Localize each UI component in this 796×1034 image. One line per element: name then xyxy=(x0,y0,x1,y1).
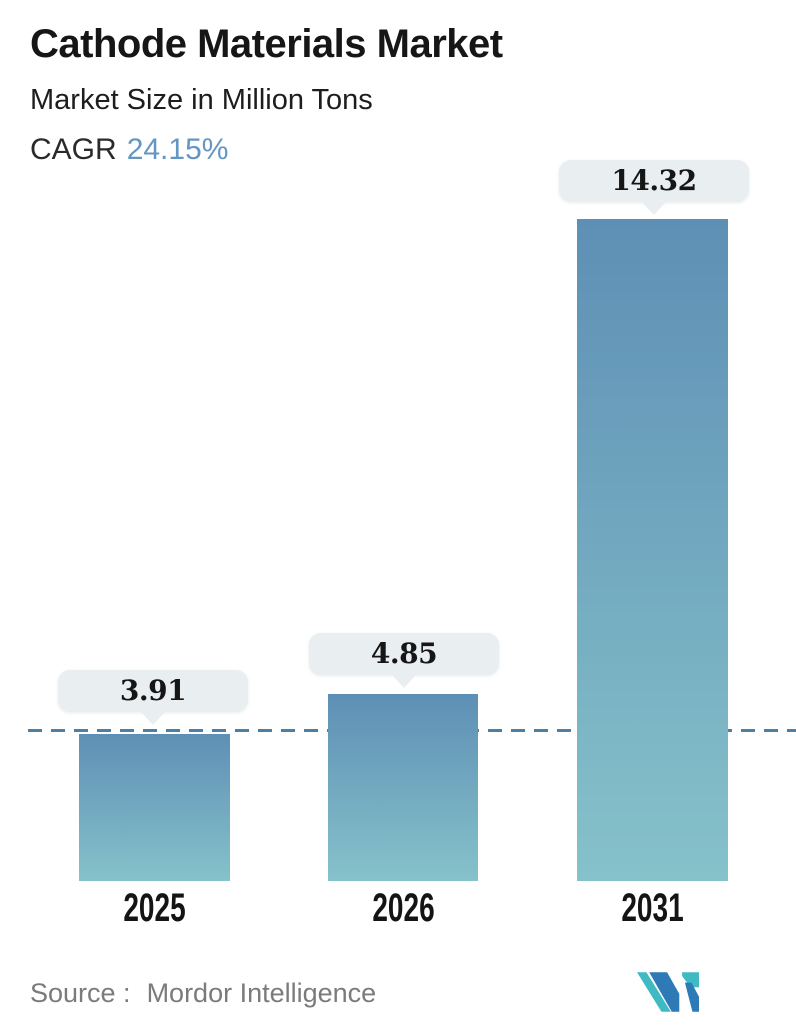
source-name: Mordor Intelligence xyxy=(146,978,377,1008)
cagr-line: CAGR 24.15% xyxy=(30,133,228,167)
source-attribution: Source : Mordor Intelligence xyxy=(30,978,376,1009)
bar-2026 xyxy=(328,694,478,881)
logo-blue-right xyxy=(684,982,699,1012)
x-tick-label: 2031 xyxy=(621,886,684,930)
source-label: Source : xyxy=(30,978,131,1008)
logo-teal-square xyxy=(682,972,699,988)
callout-pointer xyxy=(392,675,416,688)
callout-pointer xyxy=(642,202,666,215)
cagr-value: 24.15% xyxy=(126,133,229,166)
x-tick-label: 2025 xyxy=(123,886,186,930)
value-label-2031: 14.32 xyxy=(611,164,697,197)
x-tick-2026: 2026 xyxy=(328,886,478,931)
value-callout-2025: 3.91 xyxy=(58,670,248,725)
logo-blue-left xyxy=(649,972,680,1012)
value-callout-2031: 14.32 xyxy=(559,160,749,215)
page-title: Cathode Materials Market xyxy=(30,22,503,66)
mordor-logo-m-icon xyxy=(637,972,699,1012)
value-label-2026: 4.85 xyxy=(370,637,438,670)
chart-subtitle: Market Size in Million Tons xyxy=(30,84,373,116)
callout-pointer xyxy=(141,712,165,725)
logo-teal-stripe xyxy=(637,972,671,1012)
x-tick-label: 2026 xyxy=(371,886,435,930)
bar-2031 xyxy=(577,219,728,881)
x-tick-2025: 2025 xyxy=(79,886,230,931)
value-label-2025: 3.91 xyxy=(119,674,187,707)
bar-2025 xyxy=(79,734,230,881)
x-tick-2031: 2031 xyxy=(577,886,728,931)
mordor-intelligence-logo xyxy=(637,972,699,1012)
cagr-label: CAGR xyxy=(30,133,117,166)
value-callout-2026: 4.85 xyxy=(309,633,499,688)
